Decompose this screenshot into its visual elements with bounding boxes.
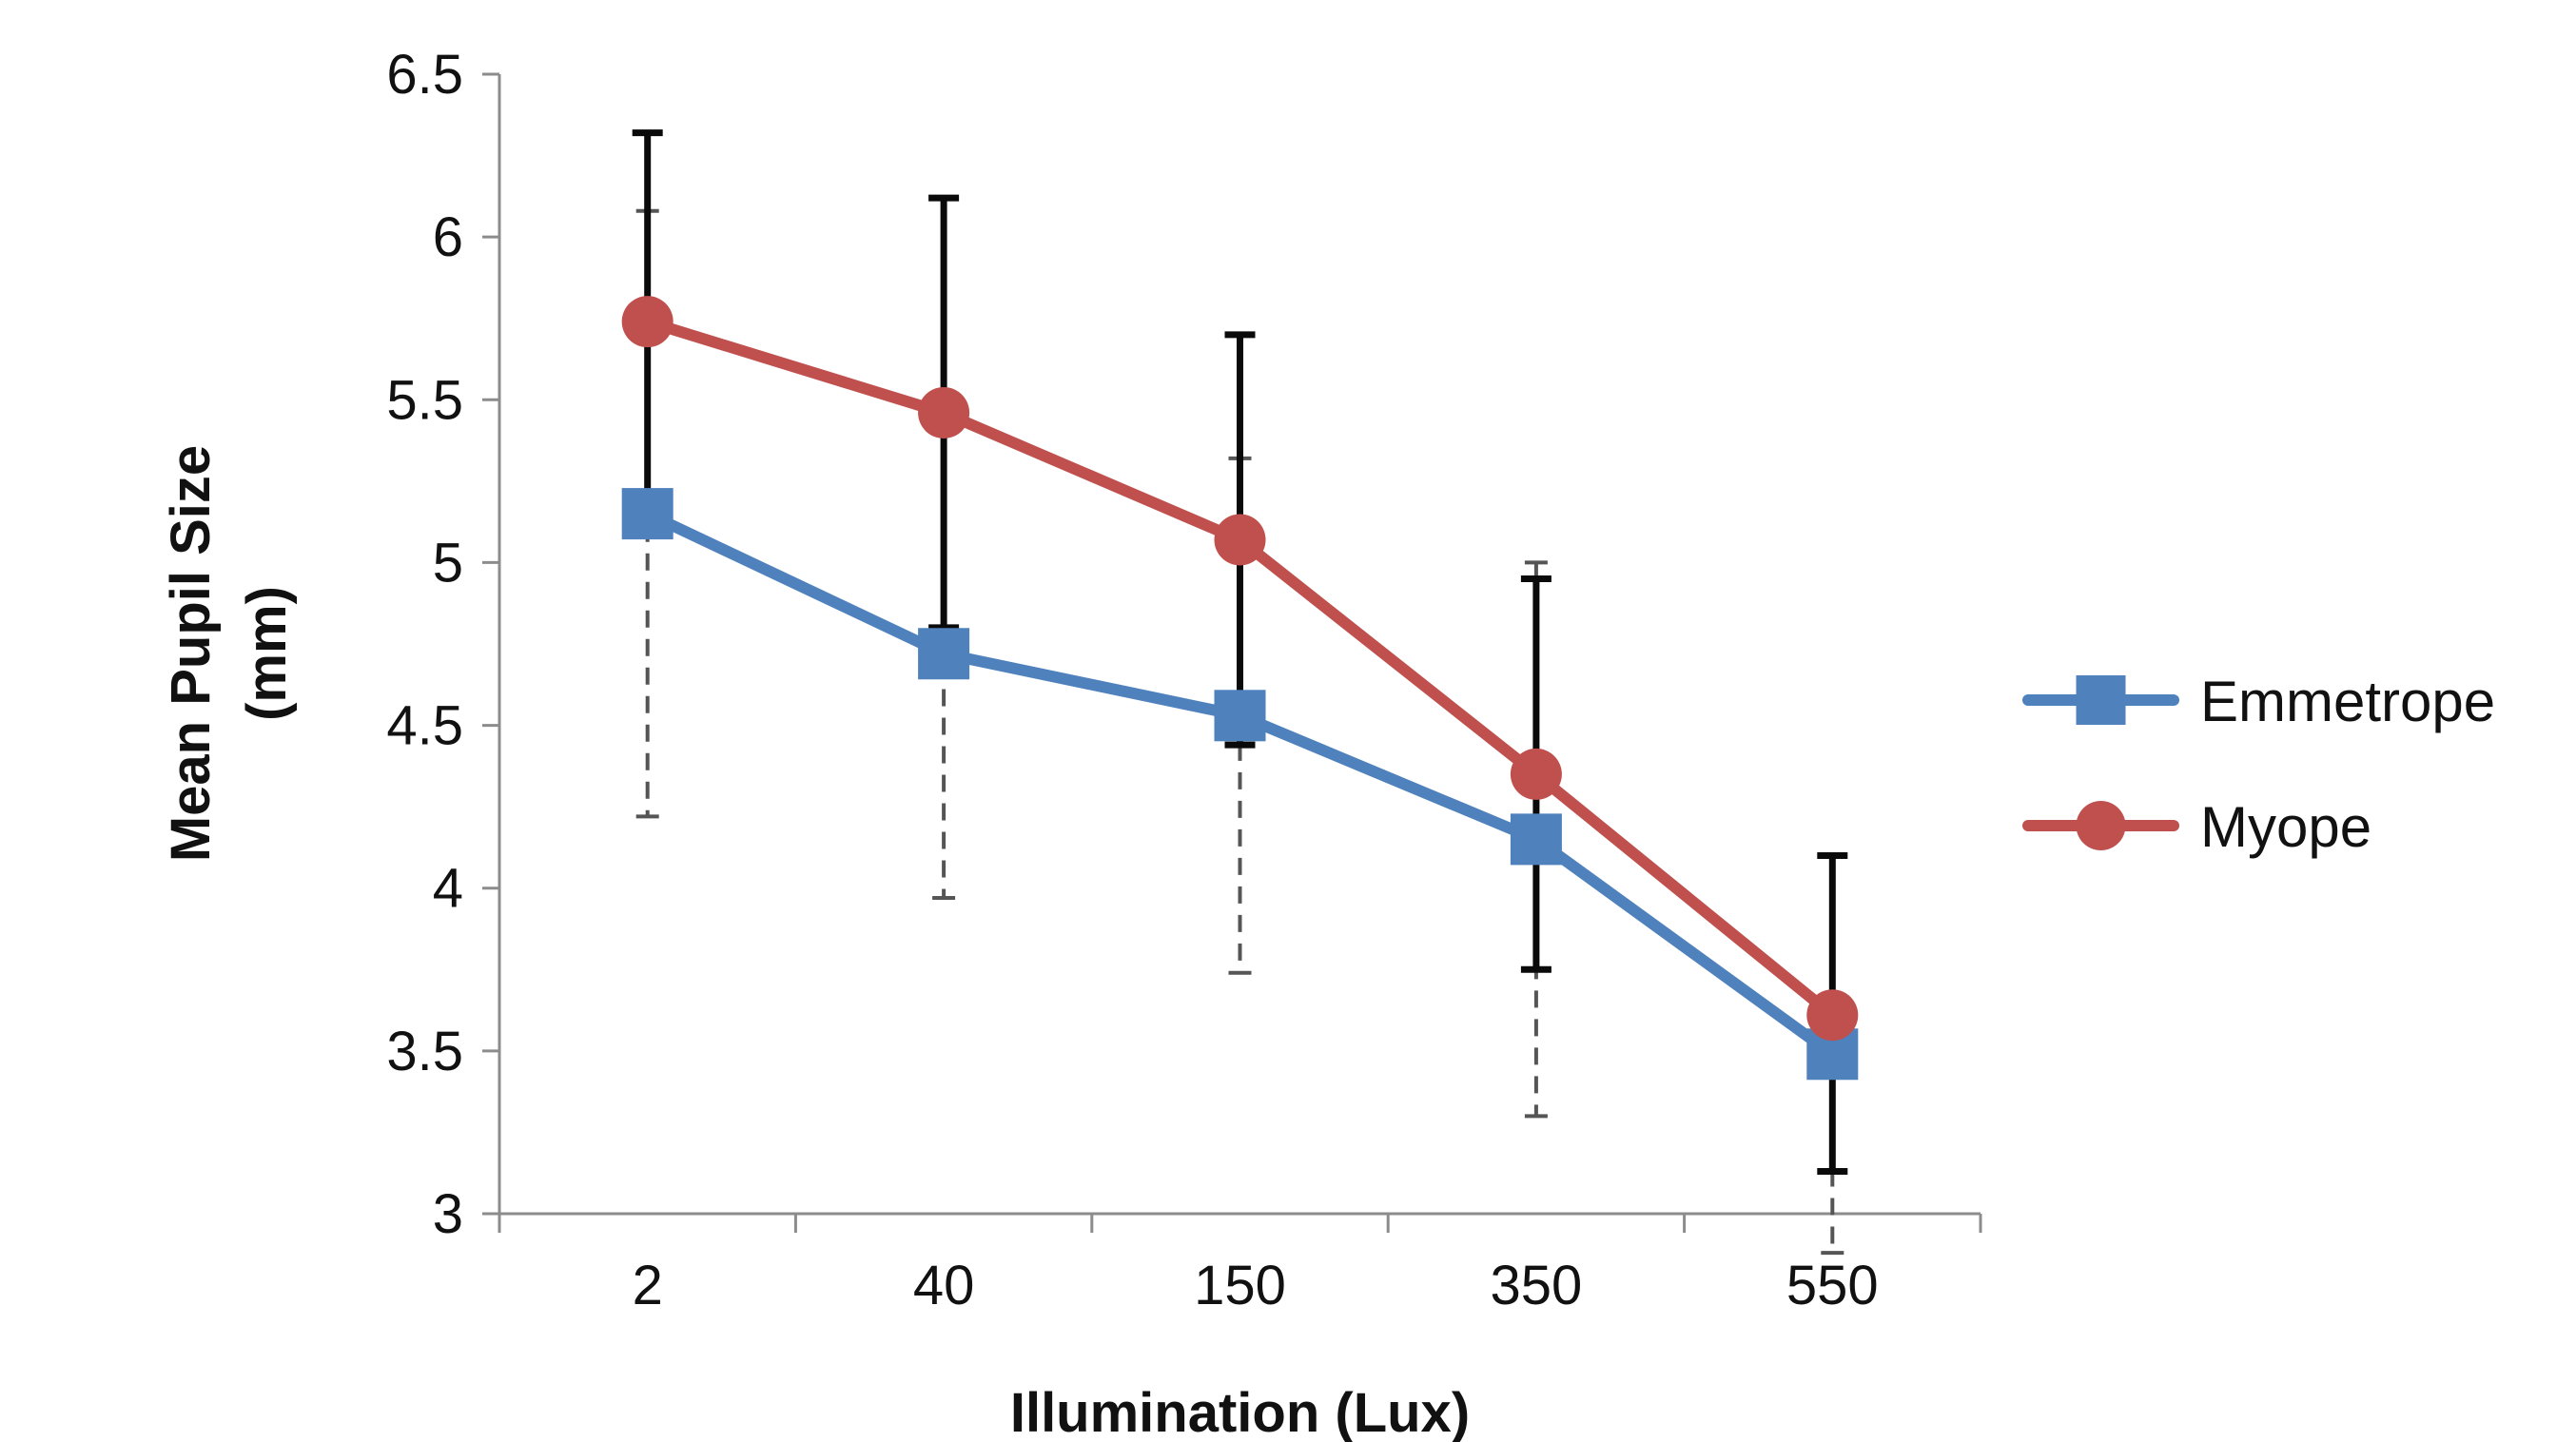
y-tick-label: 4 <box>433 858 463 920</box>
x-tick-label: 2 <box>633 1255 663 1316</box>
legend-marker-myope <box>2076 801 2126 850</box>
legend-label-myope: Myope <box>2200 795 2371 859</box>
data-point-emmetrope <box>1510 813 1562 866</box>
y-axis-title-line-2: (mm) <box>236 586 298 721</box>
legend-marker-emmetrope <box>2076 675 2126 725</box>
x-axis-title: Illumination (Lux) <box>1010 1382 1470 1442</box>
series-layer <box>621 296 1859 1081</box>
x-tick-label: 550 <box>1786 1255 1879 1316</box>
y-tick-label: 6.5 <box>386 44 463 106</box>
y-tick-label: 5.5 <box>386 369 463 431</box>
data-point-emmetrope <box>1214 690 1266 742</box>
data-point-emmetrope <box>918 628 970 680</box>
data-point-emmetrope <box>621 488 673 540</box>
x-tick-label: 150 <box>1194 1255 1286 1316</box>
data-point-myope <box>621 296 673 348</box>
y-tick-label: 5 <box>433 532 463 594</box>
legend: Emmetrope Myope <box>2022 670 2495 859</box>
data-point-myope <box>1510 748 1562 800</box>
data-point-myope <box>918 386 970 438</box>
x-tick-label: 350 <box>1491 1255 1583 1316</box>
y-tick-label: 6 <box>433 206 463 268</box>
legend-label-emmetrope: Emmetrope <box>2200 670 2495 733</box>
y-tick-label: 4.5 <box>386 695 463 757</box>
data-point-myope <box>1214 514 1266 566</box>
y-tick-label: 3.5 <box>386 1021 463 1082</box>
x-tick-label: 40 <box>913 1255 975 1316</box>
y-tick-label: 3 <box>433 1183 463 1245</box>
labels-layer: Illumination (Lux) Mean Pupil Size (mm) <box>160 445 1470 1442</box>
data-point-myope <box>1806 989 1859 1042</box>
y-axis-title-line-1: Mean Pupil Size <box>160 445 222 862</box>
axes-layer: 3 3.5 4 4.5 5 5.5 6 6.5 2 40 150 350 550 <box>386 44 1982 1316</box>
